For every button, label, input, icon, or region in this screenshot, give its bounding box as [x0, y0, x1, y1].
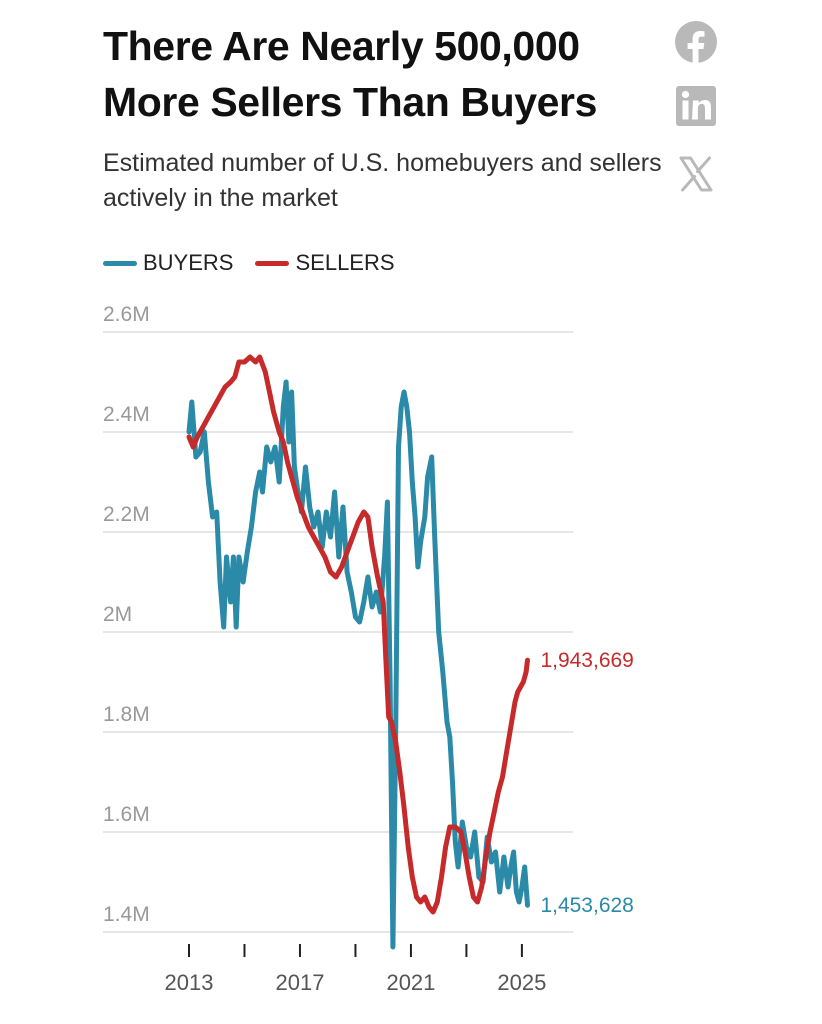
series-line-buyers — [186, 379, 530, 950]
chart-legend: BUYERS SELLERS — [103, 248, 417, 278]
end-label-sellers: 1,943,669 — [540, 649, 633, 672]
legend-swatch-buyers — [103, 260, 137, 266]
legend-label-buyers: BUYERS — [143, 250, 234, 275]
y-tick-label: 1.6M — [103, 803, 150, 826]
chart-title: There Are Nearly 500,000 More Sellers Th… — [103, 23, 597, 125]
x-share-button[interactable] — [674, 152, 718, 196]
y-tick-label: 2.2M — [103, 503, 150, 526]
facebook-icon — [675, 21, 717, 64]
legend-label-sellers: SELLERS — [295, 250, 395, 275]
x-tick-label: 2021 — [386, 970, 435, 995]
x-tick-label: 2017 — [275, 970, 324, 995]
x-tick-label: 2025 — [497, 970, 546, 995]
line-chart: 2.6M 2.4M 2.2M 2M 1.8M 1.6M 1.4M 1,453,628 1,94… — [103, 303, 634, 995]
x-icon — [679, 156, 713, 192]
y-tick-label: 2.6M — [103, 303, 150, 326]
legend-item-buyers: BUYERS — [103, 250, 233, 276]
chart-subtitle: Estimated number of U.S. homebuyers and … — [103, 149, 662, 212]
legend-item-sellers: SELLERS — [255, 250, 395, 276]
y-tick-label: 2M — [103, 603, 132, 626]
legend-swatch-sellers — [255, 260, 290, 266]
end-label-buyers: 1,453,628 — [540, 894, 633, 917]
linkedin-icon — [676, 86, 716, 126]
y-tick-label: 2.4M — [103, 403, 150, 426]
y-tick-label: 1.4M — [103, 903, 150, 926]
y-tick-label: 1.8M — [103, 703, 150, 726]
x-tick-label: 2013 — [165, 970, 214, 995]
series-line-sellers — [186, 354, 530, 915]
facebook-share-button[interactable] — [674, 20, 718, 64]
linkedin-share-button[interactable] — [674, 84, 718, 128]
